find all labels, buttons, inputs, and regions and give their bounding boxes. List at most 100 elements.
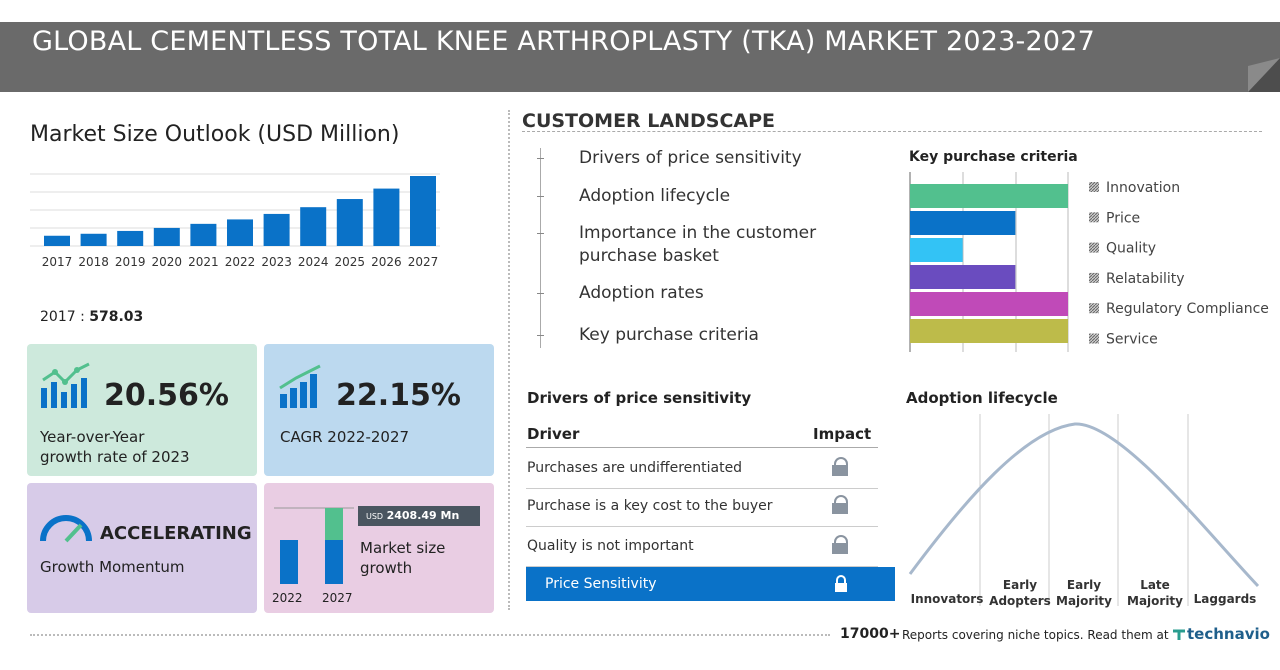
legend-swatch	[1089, 212, 1099, 223]
bar	[80, 233, 107, 246]
kpc-bar	[910, 319, 1068, 343]
momentum-value: ACCELERATING	[100, 523, 252, 544]
legend-label: Innovation	[1106, 180, 1180, 196]
stage-label: Innovators	[910, 592, 984, 606]
lock-body	[832, 543, 848, 554]
landscape-bullet	[537, 196, 544, 197]
kpc-bar	[910, 211, 1016, 235]
table-rule	[526, 566, 878, 567]
footer-rule	[30, 634, 830, 636]
lock-body	[832, 503, 848, 514]
legend-label: Quality	[1106, 241, 1156, 257]
drivers-title: Drivers of price sensitivity	[527, 389, 752, 407]
driver-row: Purchases are undifferentiated	[527, 460, 743, 476]
growth-label-2: growth	[360, 559, 413, 577]
adoption-title: Adoption lifecycle	[906, 389, 1058, 407]
table-rule	[526, 447, 878, 448]
stage-label: Laggards	[1193, 592, 1257, 606]
yoy-card: 20.56% Year-over-Year growth rate of 202…	[27, 344, 257, 476]
x-tick-label: 2020	[152, 255, 183, 269]
section-title: Market Size Outlook (USD Million)	[30, 122, 400, 147]
x-tick-label: 2027	[408, 255, 439, 269]
landscape-item: Key purchase criteria	[579, 325, 759, 345]
bar	[300, 207, 327, 246]
momentum-card: ACCELERATING Growth Momentum	[27, 483, 257, 613]
first-value: 578.03	[89, 309, 144, 325]
brand-icon	[1173, 629, 1185, 640]
x-tick-label: 2018	[78, 255, 109, 269]
kpc-chart: Innovation Price Quality Relatability Regula…	[909, 172, 1269, 352]
landscape-spine	[540, 148, 541, 348]
lock-icon	[834, 535, 848, 544]
stage-label: Majority	[1127, 594, 1183, 608]
divider	[508, 110, 510, 610]
growth-year-2: 2027	[322, 591, 353, 605]
legend-label: Relatability	[1106, 271, 1185, 287]
kpc-bar	[910, 238, 963, 262]
cagr-card: 22.15% CAGR 2022-2027	[264, 344, 494, 476]
table-rule	[526, 488, 878, 489]
yoy-value: 20.56%	[104, 378, 229, 413]
x-tick-label: 2025	[335, 255, 366, 269]
bar	[153, 227, 180, 246]
cagr-label: CAGR 2022-2027	[280, 428, 410, 446]
growth-icon	[41, 362, 90, 408]
highlight-text: Price Sensitivity	[545, 576, 657, 592]
bar	[263, 213, 290, 246]
landscape-item: Importance in the customer purchase bask…	[579, 223, 817, 266]
landscape-bullet	[537, 293, 544, 294]
legend-label: Regulatory Compliance	[1106, 301, 1269, 317]
landscape-title: CUSTOMER LANDSCAPE	[522, 110, 776, 132]
growth-bars	[274, 507, 354, 584]
kpc-title: Key purchase criteria	[909, 149, 1078, 165]
landscape-item: Adoption lifecycle	[579, 186, 731, 206]
x-tick-label: 2017	[42, 255, 73, 269]
bar	[117, 230, 144, 246]
separator: :	[80, 309, 85, 325]
stage-label: Majority	[1056, 594, 1112, 608]
legend-label: Price	[1106, 210, 1140, 226]
stage-label: Early	[1066, 578, 1102, 592]
landscape-bullet	[537, 158, 544, 159]
yoy-label-1: Year-over-Year	[40, 428, 145, 446]
cagr-value: 22.15%	[336, 378, 461, 413]
bar	[190, 223, 217, 246]
gauge-icon	[40, 515, 92, 543]
lock-icon	[834, 495, 848, 504]
legend-swatch	[1089, 242, 1099, 253]
legend-swatch	[1089, 333, 1099, 344]
title: GLOBAL CEMENTLESS TOTAL KNEE ARTHROPLAST…	[32, 26, 1096, 57]
first-year-row: 2017 : 578.03	[40, 309, 143, 325]
bar	[373, 188, 400, 246]
cagr-icon	[279, 364, 321, 408]
driver-row: Quality is not important	[527, 538, 694, 554]
growth-label-1: Market size	[360, 539, 446, 557]
bar	[44, 235, 70, 246]
stage-label: Adopters	[989, 594, 1051, 608]
legend-swatch	[1089, 182, 1099, 192]
growth-card: USD 2408.49 Mn Market size growth 2022 2…	[264, 483, 494, 613]
x-tick-label: 2021	[188, 255, 219, 269]
driver-row: Purchase is a key cost to the buyer	[527, 498, 773, 514]
growth-box: USD 2408.49 Mn	[358, 506, 480, 526]
x-tick-label: 2022	[225, 255, 256, 269]
adoption-chart	[908, 414, 1260, 606]
header-band	[0, 22, 1280, 92]
market-chart: 2017 2018 2019 2020 2021 2022 2023 2024 2025 2026…	[30, 173, 440, 269]
landscape-bullet	[537, 233, 544, 234]
legend-swatch	[1089, 272, 1099, 283]
kpc-bar	[910, 265, 1016, 289]
kpc-bar	[910, 292, 1068, 316]
impact-col: Impact	[813, 425, 872, 443]
stage-label: Late	[1140, 578, 1170, 592]
footer-count: 17000+	[840, 626, 901, 642]
landscape-item: Drivers of price sensitivity	[579, 148, 802, 168]
lock-icon	[835, 575, 847, 592]
table-rule	[526, 526, 878, 527]
growth-year-1: 2022	[272, 591, 303, 605]
yoy-label-2: growth rate of 2023	[40, 448, 190, 466]
x-tick-label: 2023	[261, 255, 292, 269]
kpc-bar	[910, 184, 1068, 208]
momentum-label: Growth Momentum	[40, 558, 185, 576]
